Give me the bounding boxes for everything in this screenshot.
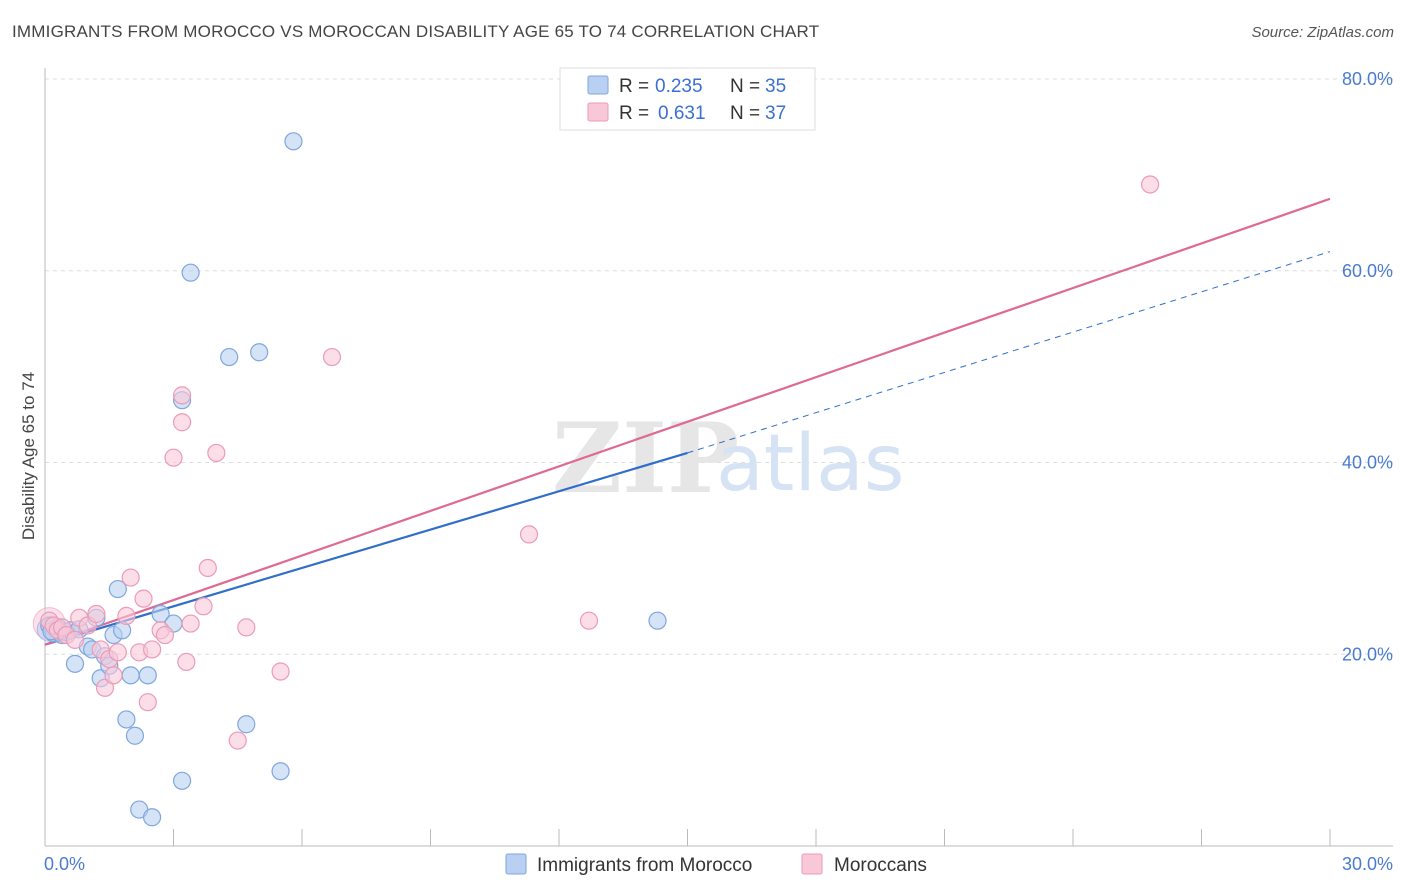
blue-data-point bbox=[142, 808, 162, 827]
blue-trend-extension bbox=[687, 251, 1331, 454]
x-tick-label: 30.0% bbox=[1342, 854, 1393, 874]
pink-data-point bbox=[177, 652, 196, 672]
pink-data-point bbox=[117, 606, 136, 626]
y-tick-labels: 20.0% 40.0% 60.0% 80.0% bbox=[1342, 69, 1393, 664]
blue-data-point bbox=[250, 343, 269, 362]
legend-swatch-pink bbox=[587, 102, 609, 122]
x-tick-label: 0.0% bbox=[44, 854, 85, 874]
legend-swatch-blue bbox=[587, 75, 609, 95]
pink-data-point bbox=[579, 611, 599, 630]
pink-data-point bbox=[172, 386, 192, 405]
legend-r-label-2: R = bbox=[619, 103, 649, 124]
blue-data-point bbox=[125, 726, 145, 745]
blue-data-point bbox=[648, 611, 667, 630]
watermark-atlas: atlas bbox=[716, 419, 905, 509]
pink-data-point bbox=[228, 731, 247, 750]
y-tick-label: 80.0% bbox=[1342, 69, 1393, 89]
legend-r-value-2: 0.631 bbox=[658, 103, 706, 124]
grid-lines bbox=[45, 78, 1393, 655]
y-axis-label: Disability Age 65 to 74 bbox=[19, 372, 38, 540]
pink-data-point bbox=[194, 597, 213, 616]
legend-n-value-1: 35 bbox=[765, 76, 786, 97]
y-tick-label: 20.0% bbox=[1342, 644, 1393, 664]
pink-data-point bbox=[138, 693, 157, 712]
legend-n-label-2: N = bbox=[730, 103, 760, 124]
data-points bbox=[32, 132, 1160, 827]
pink-data-point bbox=[1140, 175, 1160, 194]
pink-data-point bbox=[104, 666, 123, 685]
pink-data-point bbox=[134, 589, 153, 608]
blue-data-point bbox=[138, 666, 157, 685]
pink-data-point bbox=[181, 614, 200, 633]
pink-data-point bbox=[142, 640, 162, 659]
pink-data-point bbox=[198, 558, 217, 578]
y-tick-label: 40.0% bbox=[1342, 453, 1393, 473]
blue-data-point bbox=[220, 347, 239, 367]
blue-data-point bbox=[237, 715, 256, 734]
axes bbox=[44, 68, 1393, 847]
series-legend: Immigrants from Morocco Moroccans bbox=[505, 853, 927, 876]
watermark: ZIP atlas bbox=[552, 402, 905, 515]
blue-data-point bbox=[121, 666, 140, 685]
x-tick-labels: 0.0% 30.0% bbox=[44, 854, 1393, 874]
pink-data-point bbox=[65, 630, 85, 649]
source-label: Source: ZipAtlas.com bbox=[1251, 24, 1394, 41]
series-legend-swatch-pink bbox=[801, 853, 823, 875]
pink-data-point bbox=[121, 568, 140, 587]
chart-title: IMMIGRANTS FROM MOROCCO VS MOROCCAN DISA… bbox=[12, 22, 820, 41]
pink-data-point bbox=[164, 448, 183, 467]
legend-n-label-1: N = bbox=[730, 76, 760, 97]
stats-legend: R = 0.235 N = 35 R = 0.631 N = 37 bbox=[559, 67, 816, 131]
series-legend-label-1: Immigrants from Morocco bbox=[537, 855, 752, 876]
trend-lines bbox=[44, 197, 1331, 646]
pink-trend-line bbox=[44, 197, 1331, 646]
blue-data-point bbox=[172, 771, 192, 790]
legend-n-value-2: 37 bbox=[765, 103, 786, 124]
series-legend-swatch-blue bbox=[505, 853, 527, 875]
pink-data-point bbox=[95, 678, 115, 697]
pink-data-point bbox=[519, 525, 539, 544]
blue-data-point bbox=[271, 762, 290, 781]
blue-data-point bbox=[65, 654, 85, 673]
series-legend-label-2: Moroccans bbox=[834, 855, 927, 876]
legend-r-label-1: R = bbox=[619, 76, 649, 97]
blue-data-point bbox=[108, 579, 127, 599]
pink-data-point bbox=[271, 662, 290, 681]
pink-data-point bbox=[237, 618, 256, 637]
blue-data-point bbox=[181, 263, 200, 282]
pink-data-point bbox=[322, 347, 342, 367]
pink-data-point bbox=[87, 604, 106, 624]
pink-data-point bbox=[155, 625, 175, 645]
blue-data-point bbox=[284, 132, 303, 151]
legend-r-value-1: 0.235 bbox=[655, 76, 703, 97]
blue-data-point bbox=[117, 710, 136, 729]
pink-data-point bbox=[207, 443, 226, 463]
pink-data-point bbox=[108, 643, 127, 662]
y-tick-label: 60.0% bbox=[1342, 261, 1393, 281]
pink-data-point bbox=[172, 413, 192, 432]
